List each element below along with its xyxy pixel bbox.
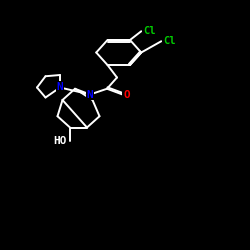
Text: N: N: [87, 90, 94, 100]
Text: HO: HO: [54, 136, 67, 146]
Text: Cl: Cl: [163, 36, 175, 46]
Text: O: O: [123, 90, 130, 100]
Text: N: N: [56, 82, 64, 92]
Text: Cl: Cl: [143, 26, 156, 36]
